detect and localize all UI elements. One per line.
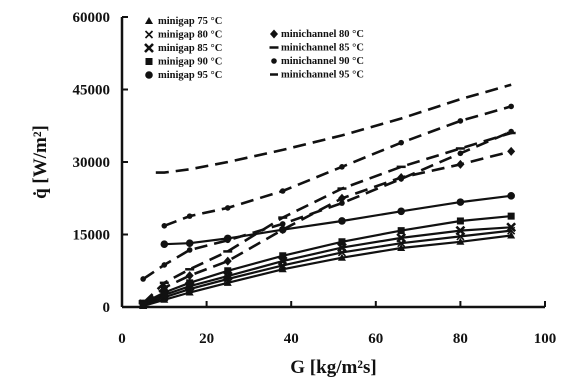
x-tick-label: 40 [284,331,299,347]
data-point-square [224,267,232,275]
data-point-square [145,58,153,65]
data-point-dot [161,262,168,268]
data-point-circle [507,192,515,200]
legend-label: minichannel 80 °C [281,29,364,40]
data-point-triangle [337,253,346,261]
data-point-diamond [456,159,465,169]
data-point-dot [224,237,231,244]
series-line [164,194,512,246]
legend-label: minigap 75 °C [158,16,222,27]
legend-label: minichannel 85 °C [281,43,364,54]
data-point-triangle [185,288,194,296]
data-point-circle [160,240,169,248]
data-point-diamond [185,271,194,281]
data-point-square [186,279,194,287]
data-point-dot [279,188,286,194]
data-point-dot [186,213,193,219]
data-point-square [507,212,515,220]
data-point-x-bold [144,43,154,53]
series-line [142,150,512,306]
data-point-triangle [507,231,516,239]
series-line [142,131,512,305]
data-point-diamond [223,256,232,266]
data-point-triangle [278,265,287,273]
data-point-triangle [223,278,232,286]
data-point-square [456,217,464,225]
data-point-triangle [160,295,169,303]
x-tick-label: 80 [453,331,468,347]
data-point-dot [186,247,193,253]
series-10 [161,103,514,229]
series-9 [155,83,512,174]
data-point-dot [279,221,286,227]
axes: 0 20 40 60 80 100 0 15000 30000 45000 60000 G [kg/m… [30,10,556,378]
data-point-x [144,30,154,39]
y-axis-title: q̇ [W/m²] [30,125,51,199]
data-point-dot [339,200,345,206]
series-line [155,83,512,174]
data-point-triangle [456,237,465,245]
y-tick-label: 60000 [73,10,111,26]
data-point-dot [398,176,404,182]
data-point-circle [397,207,405,216]
series-2 [139,226,516,310]
y-tick-label: 45000 [73,83,111,99]
data-point-dot [339,164,345,170]
data-point-triangle [397,244,406,252]
data-point-dot [271,58,277,64]
data-point-circle [185,239,194,247]
legend-label: minigap 95 °C [158,70,222,81]
x-tick-label: 60 [368,331,383,347]
y-tick-label: 15000 [73,228,111,244]
data-point-diamond [270,29,278,39]
data-point-diamond [337,193,346,203]
data-point-x-bold [396,232,407,243]
data-point-square [397,227,405,235]
data-point-square [338,238,346,246]
x-axis-title: G [kg/m²s] [290,357,376,378]
data-point-dot [140,276,146,282]
x-tick-label: 20 [199,331,214,347]
legend-label: minichannel 90 °C [281,56,364,67]
x-tick-label: 100 [534,331,557,347]
data-point-square [160,289,168,296]
x-tick-label: 0 [118,331,126,347]
data-point-dot [457,118,464,124]
data-point-dot [224,205,231,211]
data-point-circle [145,71,153,79]
data-point-dot [398,139,404,146]
data-point-diamond [507,146,516,156]
legend-label: minigap 85 °C [158,43,222,54]
legend: minigap 75 °C minigap 80 °C minigap 85 °C m… [144,16,364,81]
data-point-x-bold [506,222,517,233]
data-point-dot [161,223,168,229]
data-point-dot [508,128,514,135]
series-line [163,105,512,228]
data-point-dot [508,103,514,110]
y-tick-label: 30000 [73,155,111,171]
legend-label: minigap 80 °C [158,30,222,41]
series-5 [160,192,515,248]
legend-label: minigap 90 °C [158,57,222,68]
data-point-triangle [145,17,153,24]
series-8 [140,128,514,282]
data-point-diamond [278,225,287,235]
data-point-circle [338,217,346,225]
series-layer [138,83,517,310]
data-point-circle [456,198,465,206]
y-tick-label: 0 [103,300,111,316]
data-point-square [279,252,287,260]
data-point-x-bold [455,225,466,236]
legend-label: minichannel 95 °C [281,70,364,81]
data-point-dot [457,150,464,157]
